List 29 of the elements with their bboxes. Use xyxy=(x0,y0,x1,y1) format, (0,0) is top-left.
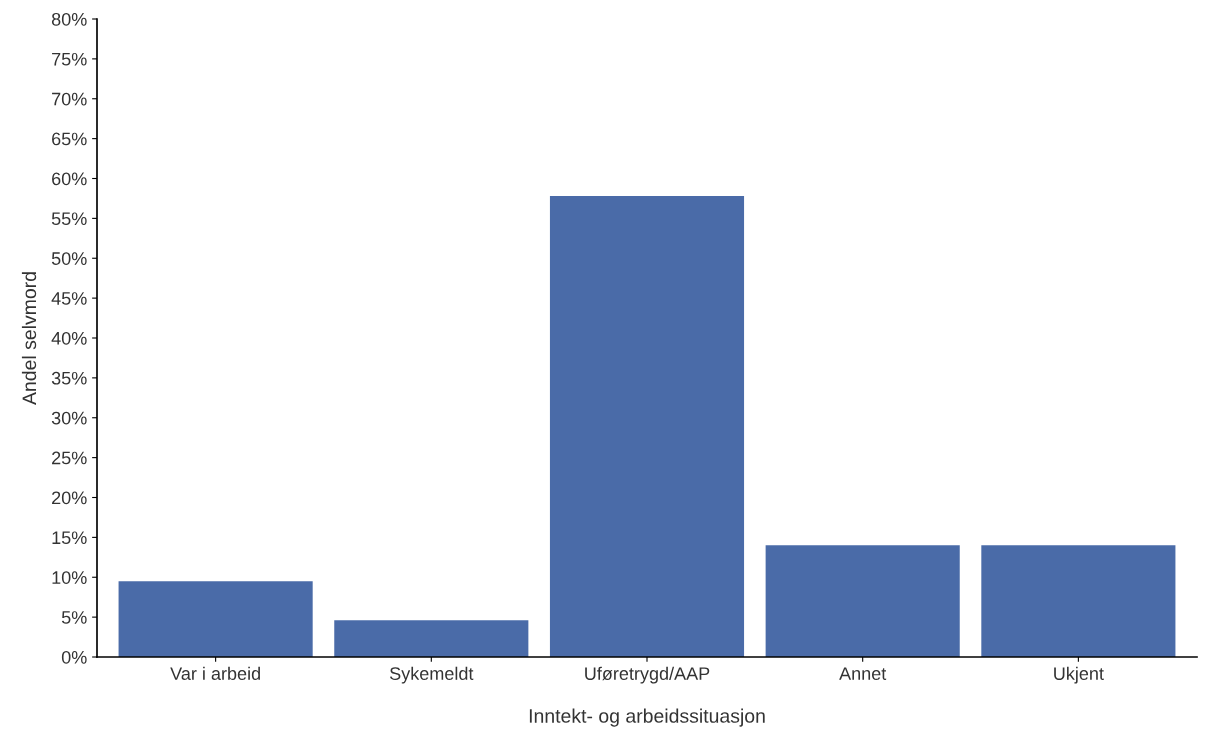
y-tick-label: 25% xyxy=(52,451,87,465)
bar xyxy=(118,581,313,657)
y-tick-label: 30% xyxy=(51,411,87,425)
bar xyxy=(549,196,745,657)
y-tick-label: 75% xyxy=(52,52,87,66)
y-tick-label: 15% xyxy=(52,531,87,545)
y-axis-title: Andel selvmord xyxy=(21,272,37,405)
x-tick-label: Ukjent xyxy=(1054,666,1104,684)
x-tick-label: Sykemeldt xyxy=(389,666,474,684)
y-tick-label: 60% xyxy=(52,172,87,186)
y-tick-label: 40% xyxy=(51,331,87,345)
y-tick-label: 10% xyxy=(52,571,87,584)
y-tick-label: 5% xyxy=(61,611,87,624)
bar xyxy=(334,620,529,657)
bar xyxy=(981,545,1176,657)
bar xyxy=(765,545,960,657)
y-tick-label: 0% xyxy=(61,650,87,664)
y-tick-label: 55% xyxy=(51,212,87,226)
y-tick-label: 70% xyxy=(52,92,87,106)
y-tick-label: 45% xyxy=(51,292,87,305)
y-tick-label: 65% xyxy=(52,132,87,146)
y-tick-label: 80% xyxy=(51,12,87,26)
y-tick-label: 20% xyxy=(52,491,87,505)
y-tick-label: 35% xyxy=(51,371,87,385)
y-tick-label: 50% xyxy=(51,252,87,265)
x-axis-title: Inntekt- og arbeidssituasjon xyxy=(529,708,765,727)
x-tick-label: Var i arbeid xyxy=(170,666,260,680)
x-tick-label: Annet xyxy=(839,667,887,680)
x-tick-label: Uføretrygd/AAP xyxy=(585,666,710,684)
